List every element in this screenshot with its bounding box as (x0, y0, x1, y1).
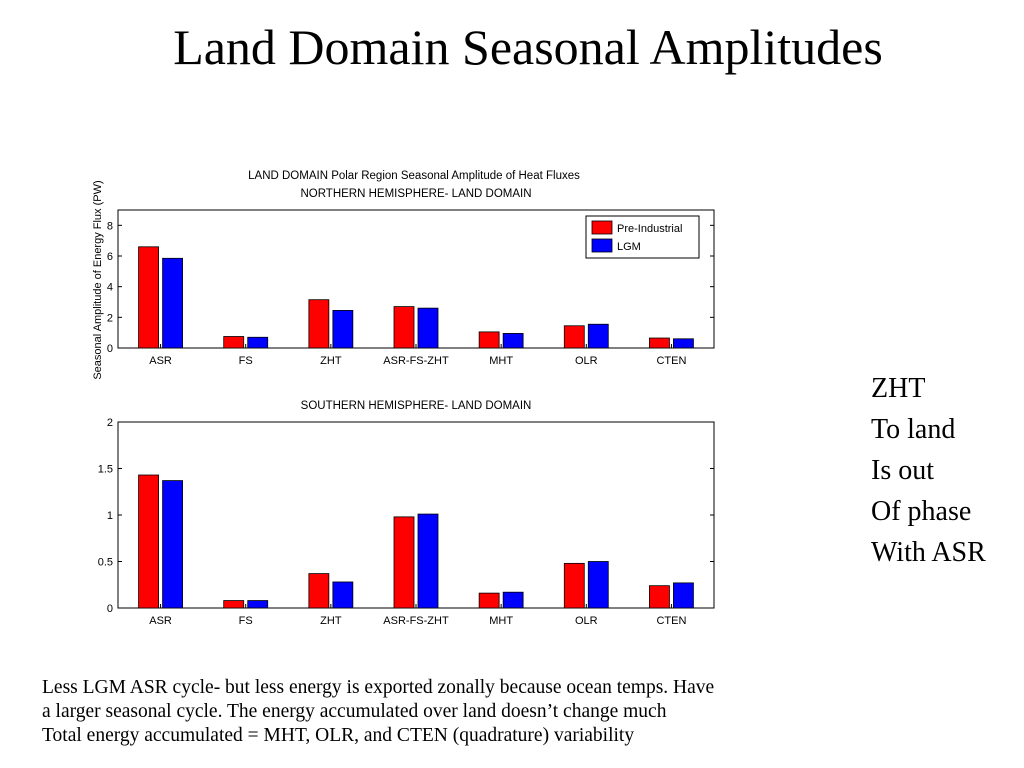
y-tick-label: 8 (107, 220, 113, 232)
y-tick-label: 0 (107, 603, 113, 615)
x-tick-label: FS (239, 355, 253, 367)
bar (478, 592, 500, 609)
x-tick-label: ZHT (320, 355, 342, 367)
slide-title: Land Domain Seasonal Amplitudes (173, 19, 883, 75)
bar (223, 336, 245, 349)
panel-southern: SOUTHERN HEMISPHERE- LAND DOMAIN 0 0.5 1 1.5… (98, 400, 715, 627)
bar (308, 299, 330, 349)
side-note-line: With ASR (871, 537, 986, 568)
x-tick-label: ZHT (320, 615, 342, 627)
x-tick-label: CTEN (656, 615, 686, 627)
bar (587, 561, 609, 609)
side-note: ZHT To land Is out Of phase With ASR (871, 368, 986, 573)
bar (417, 307, 439, 349)
legend-swatch (591, 220, 613, 235)
y-tick-label: 2 (107, 312, 113, 324)
bar (332, 581, 354, 609)
bar (478, 331, 500, 349)
bar (138, 474, 159, 609)
side-note-line: Of phase (871, 496, 972, 527)
bar (417, 513, 439, 609)
panel-northern: NORTHERN HEMISPHERE- LAND DOMAIN 0 2 4 6 8 ASR… (107, 188, 715, 367)
note-line: Total energy accumulated = MHT, OLR, and… (42, 725, 635, 746)
y-tick-label: 4 (107, 282, 113, 294)
x-tick-label: ASR-FS-ZHT (383, 355, 449, 367)
bar (162, 480, 183, 609)
bar (393, 516, 415, 609)
x-tick-label: MHT (489, 355, 513, 367)
x-tick-label: ASR (149, 355, 172, 367)
figure-ylabel: Seasonal Amplitude of Energy Flux (PW) (92, 180, 104, 379)
bar (649, 585, 670, 609)
bar (502, 333, 524, 349)
bar (563, 562, 585, 609)
bar (332, 310, 354, 349)
x-tick-label: ASR (149, 615, 172, 627)
legend-label: LGM (617, 241, 641, 253)
bar (673, 338, 694, 349)
x-tick-label: ASR-FS-ZHT (383, 615, 449, 627)
y-tick-label: 2 (107, 417, 113, 429)
side-note-line: To land (871, 414, 956, 445)
note-line: Less LGM ASR cycle- but less energy is e… (42, 677, 715, 698)
side-note-line: ZHT (871, 373, 926, 404)
y-tick-label: 0 (107, 343, 113, 355)
y-tick-label: 1.5 (98, 464, 113, 476)
y-tick-label: 1 (107, 510, 113, 522)
panel-title: SOUTHERN HEMISPHERE- LAND DOMAIN (301, 400, 532, 412)
plot-area-frame (117, 421, 715, 609)
bar (563, 325, 585, 349)
bar (393, 306, 415, 349)
y-tick-label: 6 (107, 251, 113, 263)
bar (162, 257, 183, 349)
panel-title: NORTHERN HEMISPHERE- LAND DOMAIN (300, 188, 531, 200)
bar (649, 337, 670, 349)
legend-label: Pre-Industrial (617, 223, 682, 235)
bar (502, 591, 524, 609)
legend-swatch (591, 238, 613, 253)
bar (587, 323, 609, 349)
figure-title: LAND DOMAIN Polar Region Seasonal Amplit… (248, 170, 580, 182)
x-tick-label: MHT (489, 615, 513, 627)
x-tick-label: OLR (575, 615, 598, 627)
x-tick-label: OLR (575, 355, 598, 367)
x-tick-label: FS (239, 615, 253, 627)
bar (247, 336, 269, 349)
bar (138, 246, 159, 349)
x-tick-label: CTEN (656, 355, 686, 367)
bar (308, 573, 330, 609)
side-note-line: Is out (871, 455, 934, 486)
y-tick-label: 0.5 (98, 557, 113, 569)
bar (247, 600, 269, 609)
notes: Less LGM ASR cycle- but less energy is e… (42, 676, 714, 748)
note-line: a larger seasonal cycle. The energy accu… (42, 701, 667, 722)
bar (673, 582, 694, 609)
bar (223, 600, 245, 609)
